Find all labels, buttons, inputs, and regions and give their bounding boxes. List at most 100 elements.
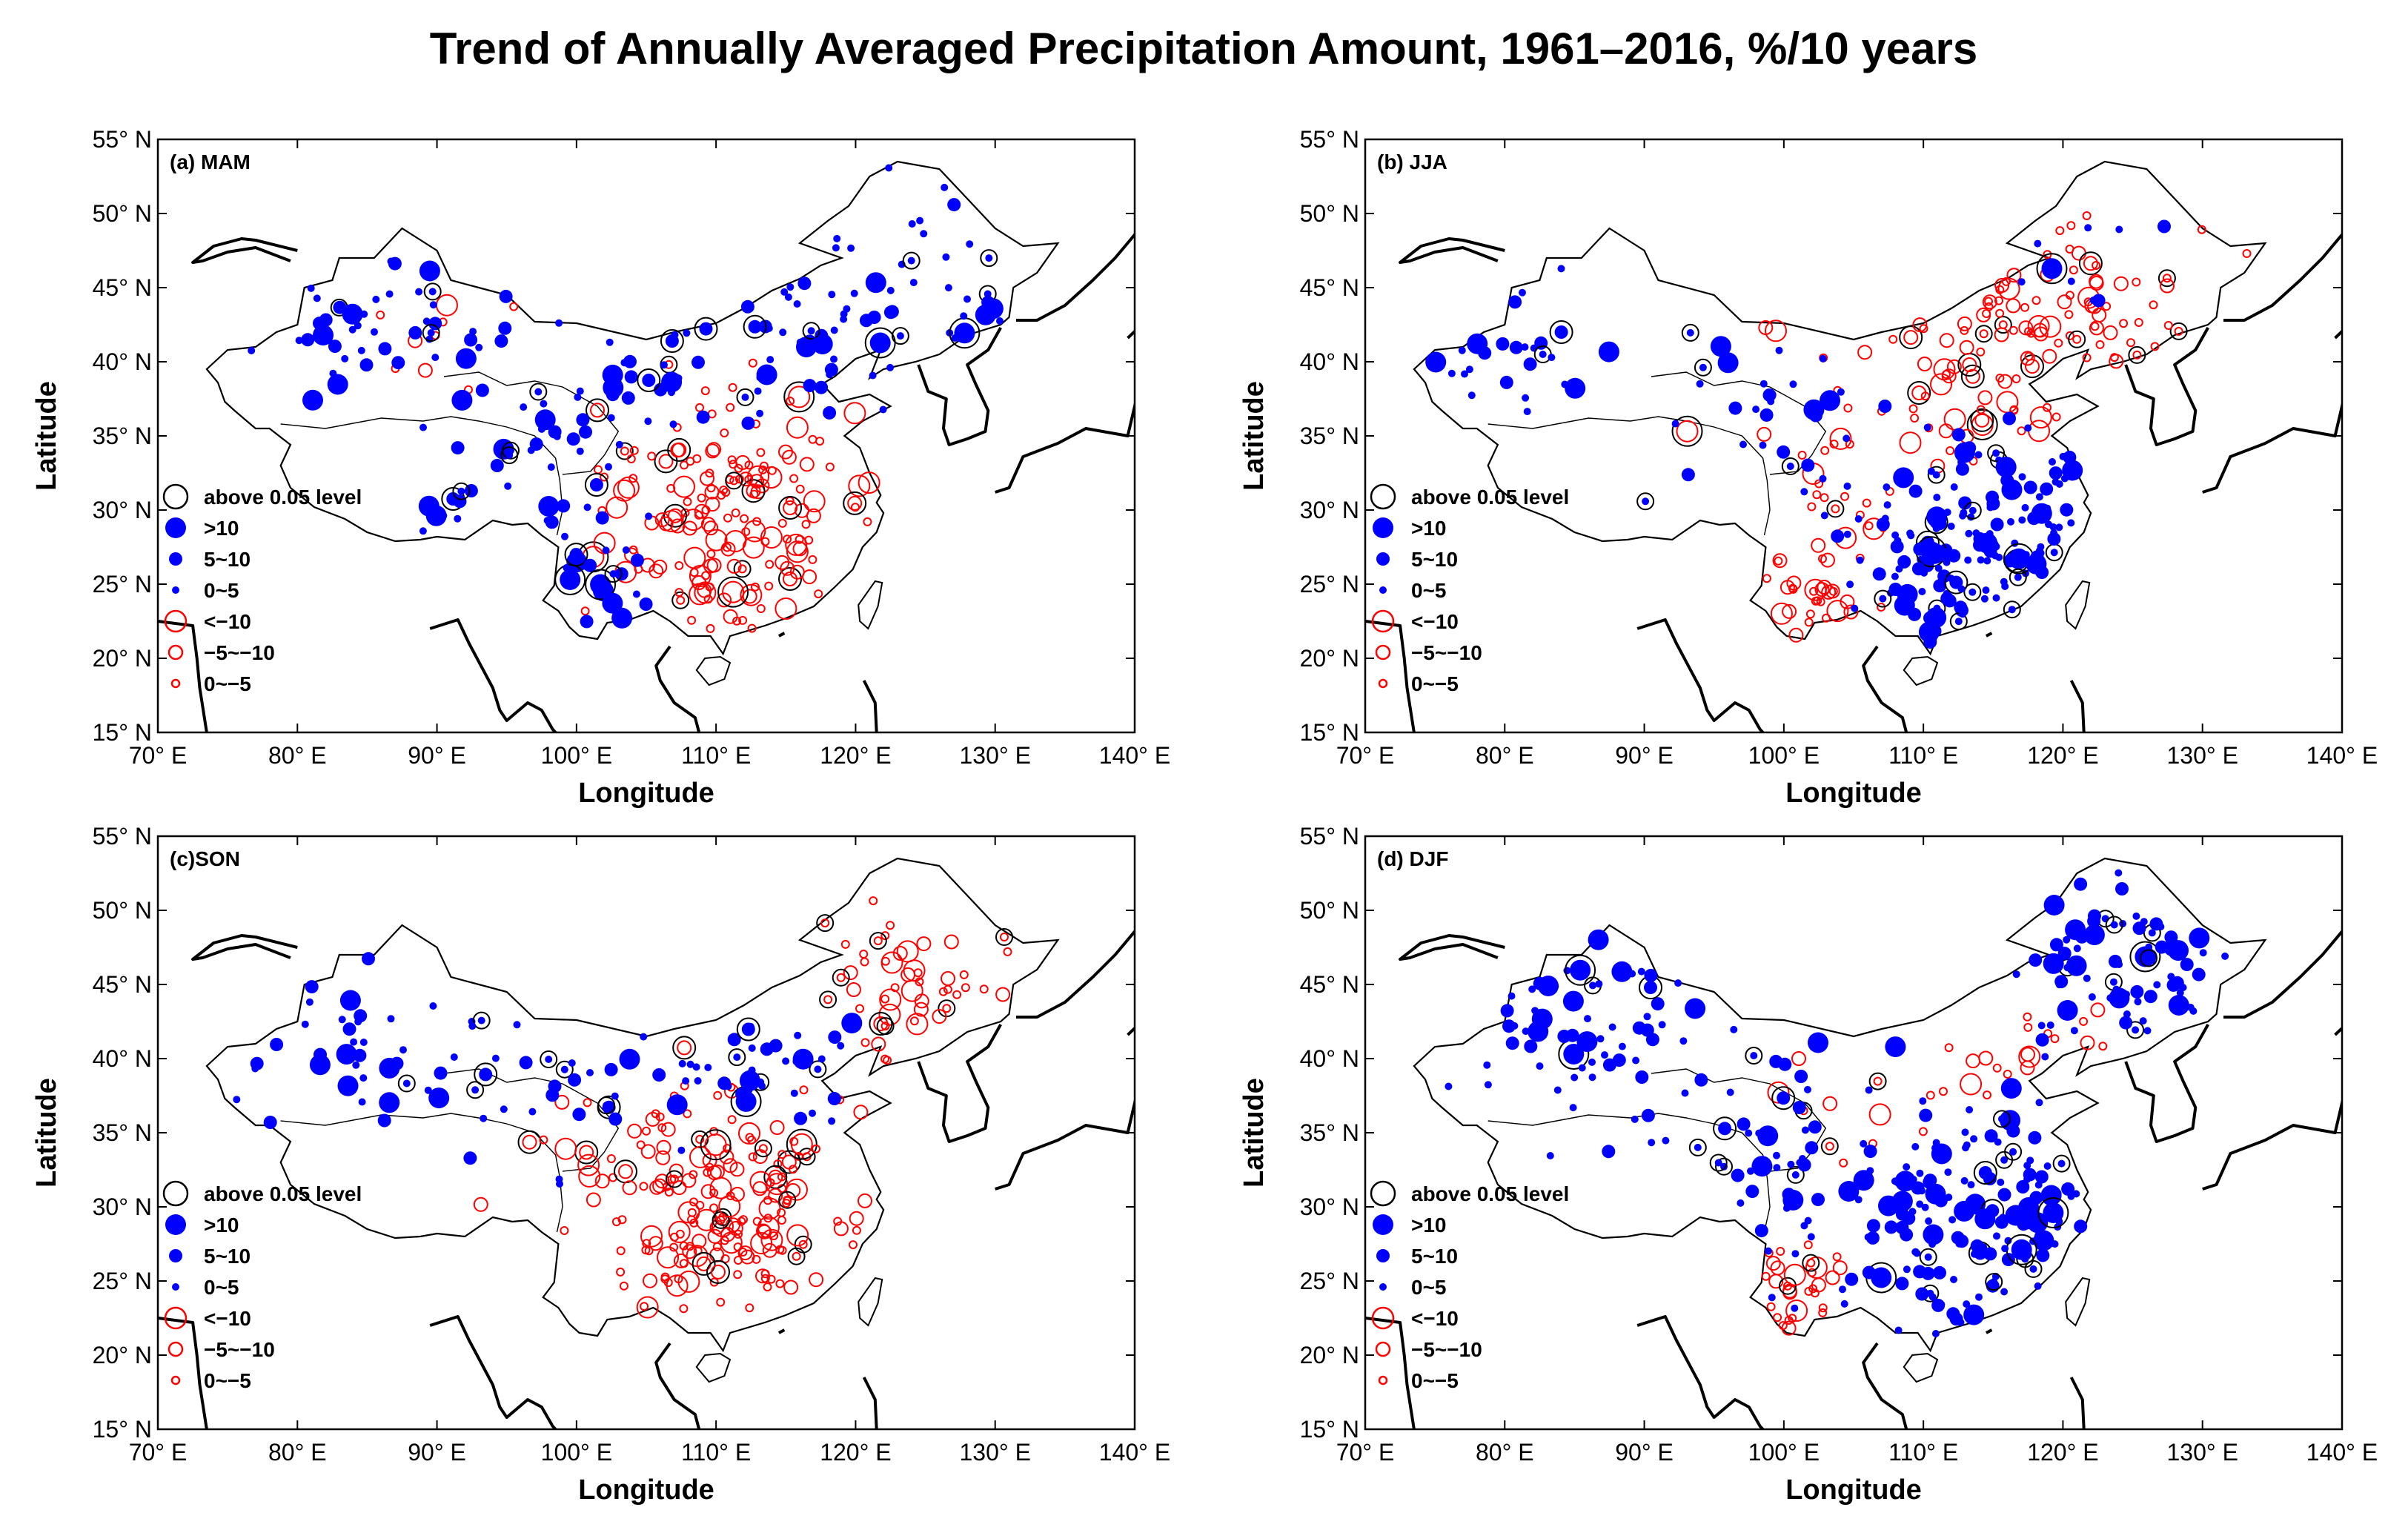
- station-negative: [1807, 502, 1817, 512]
- station-negative: [886, 921, 895, 930]
- station-positive: [611, 1092, 619, 1100]
- station-negative: [2064, 310, 2074, 320]
- y-tick-label: 55° N: [93, 823, 152, 850]
- legend-label: 5~10: [1411, 1245, 1458, 1268]
- station-positive: [1856, 556, 1864, 564]
- stations-d: [1445, 869, 2229, 1337]
- station-positive: [1919, 1108, 1933, 1122]
- station-negative: [473, 1196, 488, 1212]
- significance-ring: [733, 560, 752, 578]
- station-negative: [1873, 1076, 1883, 1086]
- station-positive: [540, 400, 548, 408]
- station-positive: [1921, 1266, 1935, 1280]
- station-negative: [663, 1278, 673, 1288]
- station-positive: [328, 340, 342, 354]
- station-negative: [740, 583, 763, 606]
- station-positive: [1522, 394, 1530, 402]
- station-positive: [1998, 1115, 2006, 1123]
- station-negative: [522, 1134, 537, 1150]
- station-negative: [739, 1215, 748, 1225]
- station-positive: [1502, 1019, 1516, 1033]
- y-tick-label: 35° N: [93, 1119, 152, 1146]
- station-positive: [1510, 1022, 1519, 1030]
- panel-label: (a) MAM: [170, 150, 251, 173]
- station-negative: [583, 1098, 592, 1108]
- station-negative: [1840, 594, 1855, 609]
- station-positive: [1681, 468, 1695, 482]
- station-positive: [2055, 480, 2063, 488]
- station-positive: [434, 1066, 448, 1080]
- philippines-coast: [862, 1377, 878, 1429]
- station-negative: [768, 1169, 783, 1185]
- station-negative: [652, 1178, 668, 1194]
- station-positive: [1589, 981, 1596, 990]
- station-positive: [1863, 1145, 1877, 1159]
- station-positive: [2021, 503, 2029, 512]
- x-tick-label: 70° E: [129, 1439, 188, 1466]
- station-positive: [563, 564, 571, 572]
- station-positive: [1893, 467, 1914, 489]
- station-positive: [1900, 1228, 1914, 1242]
- station-negative: [611, 1217, 621, 1227]
- station-negative: [717, 592, 732, 608]
- significance-ring: [555, 1060, 574, 1079]
- station-positive: [2060, 503, 2074, 517]
- significance-ring: [2003, 600, 2021, 619]
- station-negative: [1774, 556, 1783, 566]
- station-positive: [1871, 1267, 1892, 1288]
- station-positive: [1993, 1232, 2000, 1240]
- station-positive: [464, 333, 478, 347]
- stations-c: [233, 896, 1013, 1319]
- station-positive: [727, 1033, 741, 1047]
- station-positive: [2035, 493, 2043, 501]
- station-negative: [768, 1188, 783, 1203]
- station-positive: [1982, 586, 1990, 595]
- station-positive: [794, 1111, 808, 1125]
- station-positive: [1854, 515, 1863, 523]
- station-negative: [2042, 348, 2057, 364]
- station-positive: [1757, 1125, 1779, 1147]
- station-positive: [1838, 1181, 1860, 1202]
- station-negative: [879, 988, 902, 1011]
- station-positive: [468, 1022, 477, 1030]
- station-negative: [1766, 1302, 1776, 1311]
- station-positive: [2221, 952, 2229, 960]
- taiwan-island: [2065, 1277, 2091, 1327]
- station-negative: [778, 444, 793, 460]
- station-negative: [1784, 1316, 1794, 1325]
- station-negative: [705, 529, 728, 552]
- station-negative: [1899, 431, 1922, 454]
- station-positive: [1907, 532, 1915, 540]
- station-positive: [1588, 1073, 1596, 1082]
- station-negative: [1757, 426, 1772, 442]
- y-tick-label: 55° N: [1300, 823, 1359, 850]
- station-positive: [2166, 978, 2180, 992]
- station-negative: [1957, 316, 1972, 331]
- station-positive: [1990, 1278, 1998, 1286]
- station-positive: [319, 313, 333, 327]
- station-positive: [1588, 1058, 1596, 1066]
- station-positive: [1845, 1272, 1859, 1286]
- legend-positive-symbol: [172, 586, 179, 594]
- y-tick-label: 35° N: [1300, 423, 1359, 449]
- station-positive: [841, 1013, 863, 1034]
- station-positive: [754, 387, 762, 395]
- station-negative: [782, 1199, 792, 1208]
- station-negative: [1785, 1300, 1808, 1322]
- station-positive: [391, 356, 405, 370]
- significance-ring: [1688, 1138, 1707, 1156]
- station-positive: [576, 387, 584, 395]
- station-positive: [2132, 1026, 2140, 1034]
- station-negative: [636, 1140, 646, 1150]
- station-positive: [1999, 1190, 2007, 1198]
- station-positive: [1717, 352, 1739, 374]
- station-positive: [960, 312, 968, 320]
- station-positive: [1773, 1164, 1781, 1172]
- significance-ring: [1681, 323, 1699, 342]
- station-positive: [428, 1088, 450, 1109]
- significance-ring: [1963, 583, 1982, 601]
- station-positive: [2049, 466, 2063, 480]
- legend-negative-symbol: [1378, 1375, 1388, 1386]
- station-negative: [2119, 319, 2129, 328]
- station-negative: [773, 1159, 783, 1169]
